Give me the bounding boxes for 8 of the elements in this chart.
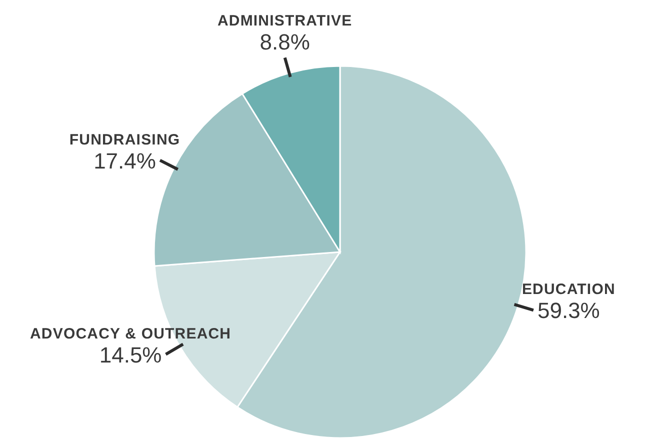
slice-label: FUNDRAISING: [69, 131, 180, 148]
data-label: 17.4%: [94, 148, 156, 174]
slice-label: ADVOCACY & OUTREACH: [30, 325, 232, 342]
data-label: 59.3%: [537, 298, 600, 324]
slice-label: EDUCATION: [522, 281, 616, 298]
data-label: 8.8%: [260, 30, 310, 55]
data-label: 14.5%: [99, 342, 162, 368]
slice-label: ADMINISTRATIVE: [217, 12, 352, 30]
